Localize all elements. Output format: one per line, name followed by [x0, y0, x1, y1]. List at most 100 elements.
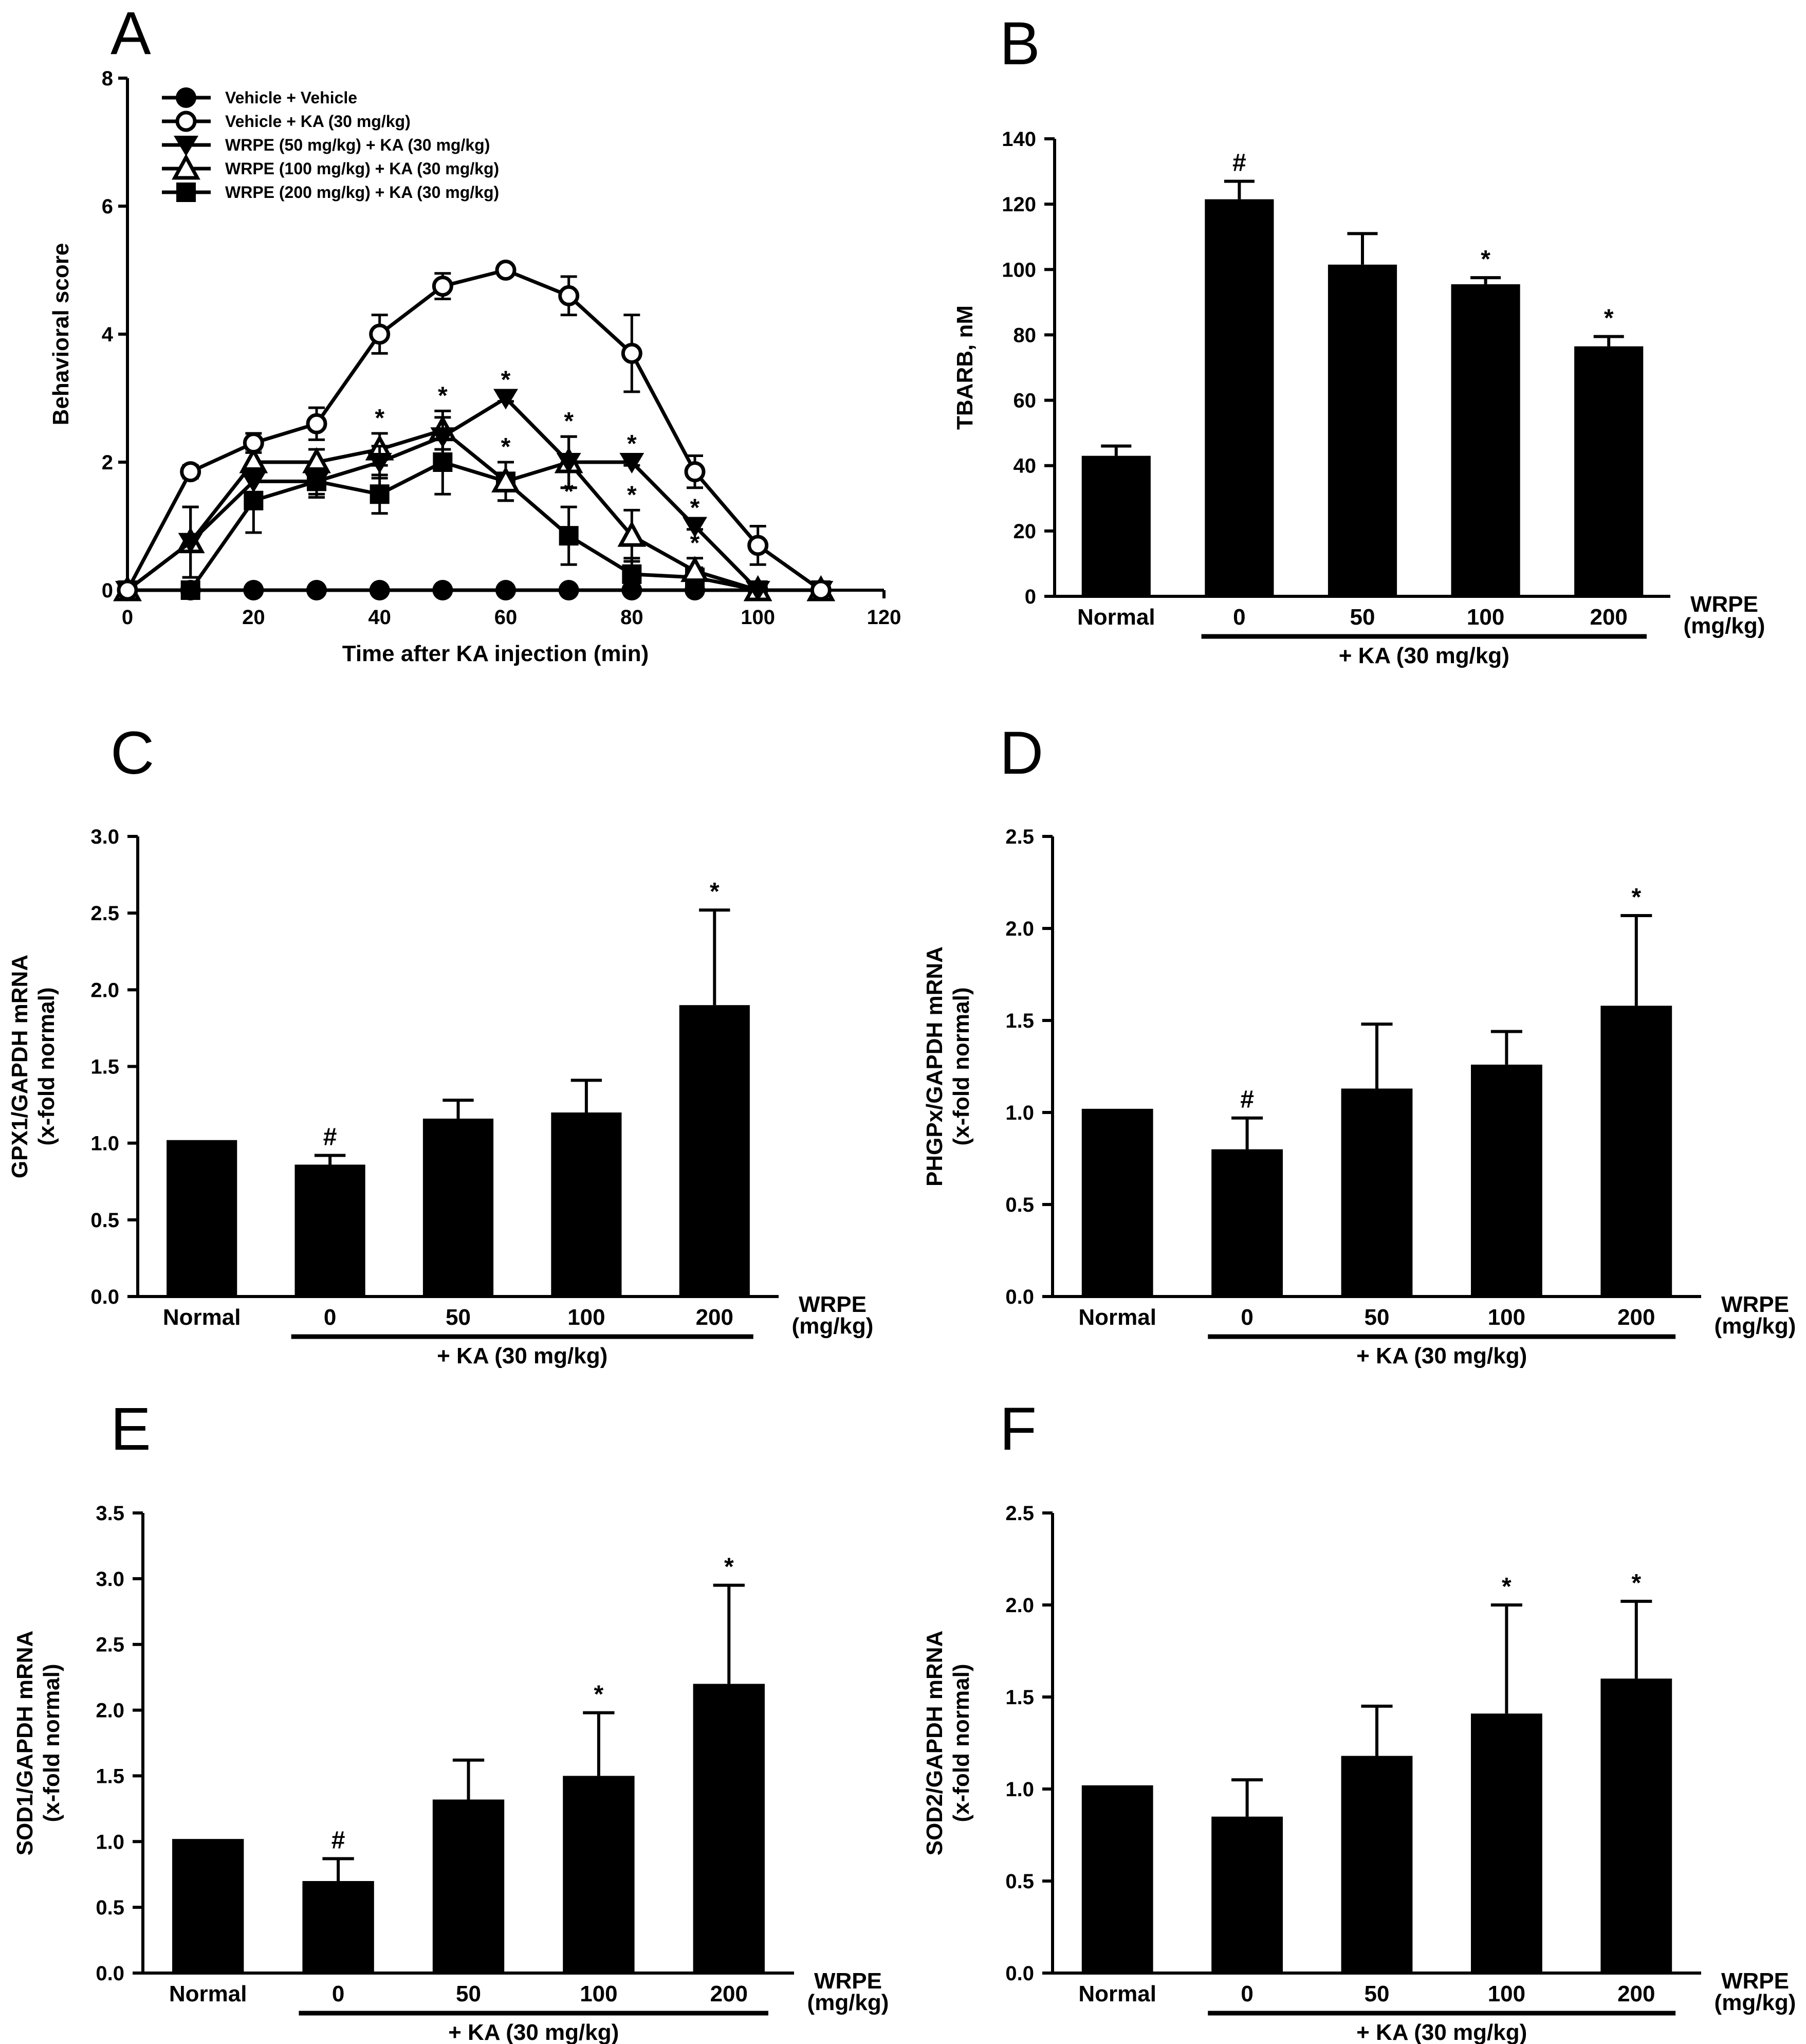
x-axis-title: Time after KA injection (min) — [342, 641, 649, 666]
y-tick-label: 2.0 — [1005, 918, 1034, 940]
x-tick-label: 100 — [741, 606, 775, 629]
category-label: Normal — [163, 1305, 241, 1330]
bar-50 — [1341, 1756, 1413, 1973]
data-point — [680, 556, 709, 582]
y-axis-title: TBARB, nM — [952, 305, 978, 430]
bar-Normal — [1081, 1785, 1153, 1973]
category-label: 0 — [1241, 1305, 1253, 1330]
data-point — [180, 580, 200, 600]
series-line — [126, 396, 821, 592]
bar-0 — [302, 1881, 374, 1973]
series-2 — [117, 260, 832, 601]
bar-Normal — [172, 1839, 244, 1973]
axis-note-line2: (mg/kg) — [1715, 1313, 1796, 1339]
data-point — [558, 580, 579, 600]
panel-d-bar-chart: D 0.0 0.5 1.0 1.5 2.0 2.5 PHGPx/GAPDH mRNA (x-fo… — [922, 719, 1796, 1368]
y-tick-label: 0.5 — [1005, 1870, 1034, 1893]
significance-mark: * — [690, 494, 700, 521]
panel-label: C — [110, 719, 154, 787]
category-label: 0 — [332, 1981, 344, 2006]
group-label: + KA (30 mg/kg) — [1356, 2020, 1527, 2044]
bar-100 — [1470, 1064, 1542, 1297]
axis-note-line1: WRPE — [1690, 592, 1758, 617]
bar-200 — [679, 1005, 750, 1297]
series-4: * * * * * * — [113, 382, 836, 601]
axis-note-line2: (mg/kg) — [1684, 613, 1765, 638]
data-point — [369, 323, 391, 345]
x-tick-label: 60 — [494, 606, 518, 629]
data-point — [495, 260, 517, 281]
data-point — [491, 466, 520, 492]
data-point — [558, 285, 580, 306]
y-tick-label: 1.0 — [1005, 1778, 1034, 1801]
category-label: 100 — [1488, 1981, 1525, 2006]
category-label: 0 — [324, 1305, 336, 1330]
y-axis-title: (x-fold normal) — [949, 988, 974, 1146]
y-axis-title: SOD1/GAPDH mRNA — [12, 1631, 38, 1856]
panel-label: A — [110, 0, 151, 67]
data-point — [619, 453, 644, 473]
category-label: 50 — [1365, 1981, 1390, 2006]
bar-0 — [1205, 199, 1274, 596]
data-point — [432, 580, 453, 600]
bar-0 — [1211, 1816, 1283, 1973]
y-tick-label: 2.0 — [1005, 1594, 1034, 1617]
data-point — [432, 276, 453, 297]
data-point — [304, 472, 329, 493]
bar-200 — [693, 1684, 765, 1973]
significance-mark: * — [724, 1554, 734, 1581]
data-point — [370, 484, 390, 504]
data-point — [369, 580, 390, 600]
y-tick-label: 3.5 — [96, 1502, 124, 1525]
axis-note-line2: (mg/kg) — [807, 1990, 889, 2015]
y-tick-label: 0 — [1025, 586, 1036, 608]
category-label: 100 — [567, 1305, 605, 1330]
y-tick-label: 0.0 — [96, 1962, 124, 1985]
data-point — [243, 432, 264, 454]
y-tick-label: 0 — [102, 579, 113, 602]
data-point — [747, 535, 769, 556]
significance-mark: * — [564, 408, 574, 435]
panel-c-bar-chart: C 0.0 0.5 1.0 1.5 2.0 2.5 3.0 GPX1/GAPDH mRNA (x-… — [7, 719, 873, 1368]
data-point — [745, 581, 770, 601]
data-point — [241, 472, 266, 493]
significance-mark: * — [627, 481, 637, 508]
bar-50 — [422, 1118, 494, 1297]
y-tick-label: 0.0 — [1005, 1286, 1034, 1308]
data-point — [617, 520, 647, 547]
legend-label: Vehicle + Vehicle — [225, 88, 357, 107]
y-tick-label: 140 — [1002, 128, 1036, 151]
category-label: 200 — [710, 1981, 748, 2006]
y-tick-label: 2.5 — [96, 1634, 124, 1656]
legend-marker — [172, 153, 200, 180]
x-tick-label: 80 — [620, 606, 643, 629]
category-label: Normal — [1078, 1981, 1156, 2006]
y-axis-title: PHGPx/GAPDH mRNA — [922, 946, 947, 1187]
category-label: 100 — [1488, 1305, 1525, 1330]
y-tick-label: 2.0 — [90, 979, 119, 1001]
data-point — [556, 453, 581, 473]
bar-200 — [1574, 346, 1644, 596]
y-tick-label: 0.5 — [1005, 1194, 1034, 1216]
significance-mark: * — [1604, 305, 1614, 332]
bar-0 — [294, 1164, 365, 1297]
x-tick-label: 40 — [368, 606, 391, 629]
series-3: * * * — [115, 366, 834, 601]
y-tick-label: 0.0 — [90, 1286, 119, 1308]
data-point — [493, 389, 518, 410]
bar-100 — [563, 1776, 635, 1973]
significance-mark: * — [1631, 1570, 1641, 1597]
y-tick-label: 2.0 — [96, 1700, 124, 1722]
category-label: 200 — [1590, 605, 1627, 630]
panel-label: D — [1000, 719, 1043, 787]
y-tick-label: 8 — [102, 67, 113, 90]
series-line — [127, 460, 821, 592]
group-label: + KA (30 mg/kg) — [448, 2020, 619, 2044]
category-label: 50 — [1365, 1305, 1390, 1330]
y-tick-label: 0.5 — [96, 1896, 124, 1919]
y-tick-label: 1.5 — [1005, 1010, 1034, 1032]
category-label: 0 — [1241, 1981, 1253, 2006]
data-point — [306, 413, 327, 434]
data-point — [306, 580, 327, 600]
